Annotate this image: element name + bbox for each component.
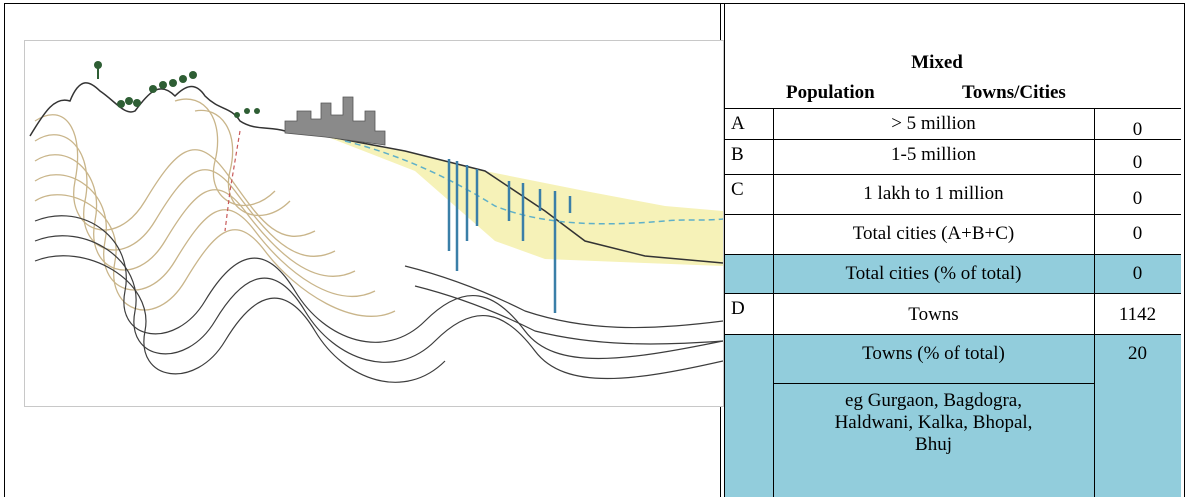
row-code: D xyxy=(731,298,745,319)
table-header: Mixed Population Towns/Cities xyxy=(725,3,1181,138)
table-row: Total cities (A+B+C) 0 xyxy=(725,215,1181,254)
water-table xyxy=(344,140,723,225)
table-title: Mixed xyxy=(911,52,963,73)
row-border xyxy=(725,214,1181,215)
row-border xyxy=(725,139,1181,140)
row-value: 1142 xyxy=(1118,304,1157,325)
folded-strata xyxy=(34,98,396,317)
row-value: 20 xyxy=(1094,335,1181,497)
geology-cross-section-figure xyxy=(24,40,724,407)
row-border xyxy=(725,174,1181,175)
fault-line xyxy=(224,130,241,232)
row-label: Total cities (% of total) xyxy=(773,255,1094,293)
page-frame xyxy=(4,3,1185,497)
row-border xyxy=(725,293,1181,294)
population-header: Population xyxy=(786,82,875,103)
column-border xyxy=(773,108,774,497)
row-label: Towns (% of total) xyxy=(773,335,1094,383)
examples-line: eg Gurgaon, Bagdogra, xyxy=(845,390,1022,411)
towns-cities-header: Towns/Cities xyxy=(962,82,1066,103)
row-value: 0 xyxy=(1132,223,1143,244)
row-code: C xyxy=(731,179,744,200)
examples-cell: eg Gurgaon, Bagdogra, Haldwani, Kalka, B… xyxy=(773,384,1094,497)
row-code: B xyxy=(731,144,744,165)
row-border xyxy=(725,108,1181,109)
row-border xyxy=(725,254,1181,255)
column-divider-double xyxy=(724,3,725,497)
row-label: Total cities (A+B+C) xyxy=(852,223,1015,244)
row-value: 0 xyxy=(1132,188,1143,209)
deep-strata xyxy=(34,215,723,383)
row-code xyxy=(725,255,773,293)
row-border xyxy=(773,383,1094,384)
city-skyline xyxy=(284,96,386,146)
row-value: 0 xyxy=(1132,119,1143,140)
examples-line: Haldwani, Kalka, Bhopal, xyxy=(834,412,1033,433)
table-row: D Towns 1142 xyxy=(725,294,1181,334)
row-value: 0 xyxy=(1094,255,1181,293)
table-row: Towns (% of total) eg Gurgaon, Bagdogra,… xyxy=(725,335,1181,497)
column-border xyxy=(1094,108,1095,497)
trees xyxy=(94,61,260,118)
table-row: A > 5 million 0 xyxy=(725,109,1181,140)
table-row: Total cities (% of total) 0 xyxy=(725,255,1181,293)
cross-section-illustration xyxy=(29,61,723,383)
table-row: C 1 lakh to 1 million 0 xyxy=(725,175,1181,214)
row-label: 1 lakh to 1 million xyxy=(863,183,1004,204)
row-label: 1-5 million xyxy=(891,144,976,165)
row-label: > 5 million xyxy=(891,113,976,134)
examples-line: Bhuj xyxy=(915,434,952,455)
surface-profile xyxy=(29,82,723,264)
row-border xyxy=(725,334,1181,335)
classification-table: Mixed Population Towns/Cities A > 5 mill… xyxy=(725,3,1181,497)
table-row: B 1-5 million 0 xyxy=(725,140,1181,174)
wells xyxy=(447,159,572,313)
row-value: 0 xyxy=(1132,152,1143,173)
row-label: Towns xyxy=(908,304,959,325)
row-code xyxy=(725,335,773,497)
row-code: A xyxy=(731,113,745,134)
row-code xyxy=(725,215,773,254)
